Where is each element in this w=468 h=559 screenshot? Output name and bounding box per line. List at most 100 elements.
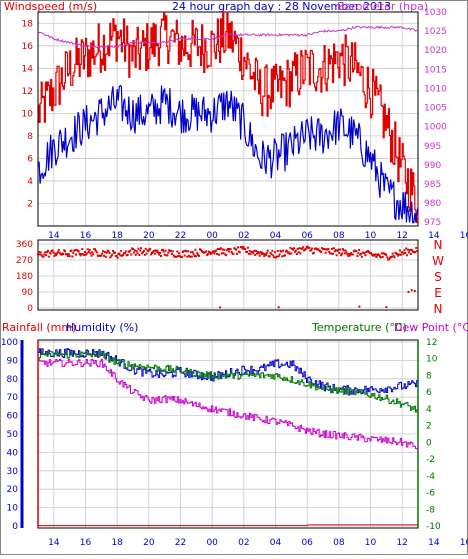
direction-point [276, 250, 279, 252]
direction-point [330, 252, 333, 255]
x-tick-label: 14 [428, 231, 440, 241]
wind-barometer-panel: Windspeed (m/s) 24 hour graph day : 28 N… [4, 0, 468, 241]
barometer-tick: 1000 [424, 123, 447, 133]
direction-point [339, 248, 342, 251]
direction-point [343, 252, 346, 255]
direction-point [370, 252, 372, 255]
direction-point [398, 253, 400, 256]
direction-point [162, 250, 165, 253]
direction-point [116, 256, 119, 259]
x-tick-label: 12 [396, 538, 407, 548]
direction-point [302, 246, 305, 249]
direction-point [358, 248, 361, 251]
direction-point [274, 251, 276, 254]
direction-point [129, 249, 132, 252]
direction-point [385, 306, 388, 309]
humidity-tick: 50 [7, 430, 19, 440]
rainfall-axis-label: Rainfall (mm) [2, 321, 76, 334]
x-tick-label: 10 [365, 538, 377, 548]
direction-point [252, 252, 255, 255]
direction-point [47, 255, 50, 258]
direction-point [154, 249, 157, 252]
direction-point [223, 248, 226, 251]
direction-point [195, 255, 198, 258]
direction-point [219, 306, 222, 309]
direction-point [77, 250, 80, 253]
direction-point [207, 252, 210, 255]
direction-point [119, 254, 122, 257]
direction-point [198, 254, 200, 257]
barometer-tick: 985 [424, 180, 441, 190]
direction-point [273, 256, 276, 259]
direction-point [72, 251, 75, 254]
x-tick-label: 20 [143, 231, 155, 241]
direction-point [358, 305, 361, 308]
direction-point [58, 251, 61, 254]
direction-point [89, 252, 92, 255]
x-tick-label: 22 [175, 231, 186, 241]
direction-point [92, 253, 95, 256]
direction-point [90, 254, 93, 257]
direction-point [115, 254, 118, 257]
direction-point [221, 248, 224, 251]
windspeed-tick: 6 [27, 154, 33, 164]
barometer-tick: 1015 [424, 65, 447, 75]
direction-point [344, 249, 347, 252]
direction-point [177, 255, 180, 258]
direction-point [268, 255, 271, 258]
direction-point [109, 256, 112, 259]
direction-point [151, 251, 154, 254]
direction-point [124, 250, 127, 253]
direction-point [373, 254, 376, 257]
direction-point [132, 248, 134, 250]
direction-point [104, 251, 106, 254]
direction-point [176, 250, 179, 253]
x-tick-label: 06 [301, 231, 313, 241]
humidity-tick: 70 [7, 393, 19, 403]
direction-point [70, 249, 73, 252]
humidity-tick: 40 [7, 448, 19, 458]
series-line-wind-speed [37, 84, 419, 224]
direction-point [262, 253, 265, 255]
direction-point [416, 250, 419, 253]
windspeed-tick: 14 [22, 64, 34, 74]
direction-point [367, 249, 370, 252]
compass-label: W [432, 254, 444, 268]
direction-point [101, 252, 104, 255]
direction-point [102, 250, 105, 253]
direction-point [410, 248, 413, 251]
direction-point [216, 253, 219, 255]
direction-point [341, 252, 343, 255]
direction-point [38, 253, 41, 256]
x-tick-label: 04 [270, 538, 282, 548]
direction-point [215, 249, 218, 252]
direction-point [324, 251, 327, 254]
direction-point [408, 251, 410, 254]
direction-point [112, 250, 115, 252]
direction-point [107, 250, 110, 253]
direction-point [136, 252, 139, 255]
direction-point [298, 247, 301, 250]
direction-point [88, 249, 91, 251]
chart-title: 24 hour graph day : 28 November 2013 [172, 0, 391, 13]
windspeed-tick: 10 [22, 109, 34, 119]
direction-point [258, 254, 261, 257]
direction-point [192, 253, 195, 256]
direction-point [190, 255, 193, 258]
direction-point [401, 251, 404, 254]
temperature-tick-labels: 12 10 8 6 4 2 0 -2 -4 -6 -8 -10 [426, 338, 441, 532]
x-tick-label: 10 [365, 231, 377, 241]
direction-point [292, 248, 295, 251]
direction-point [56, 251, 59, 254]
direction-point [284, 254, 286, 257]
direction-point [54, 252, 57, 255]
direction-point [161, 248, 164, 251]
direction-point [47, 249, 49, 252]
series-line-dew-point [38, 358, 419, 450]
x-tick-label: 16 [80, 538, 92, 548]
barometer-tick: 1020 [424, 46, 447, 56]
direction-point [357, 252, 360, 255]
direction-point [375, 256, 378, 258]
